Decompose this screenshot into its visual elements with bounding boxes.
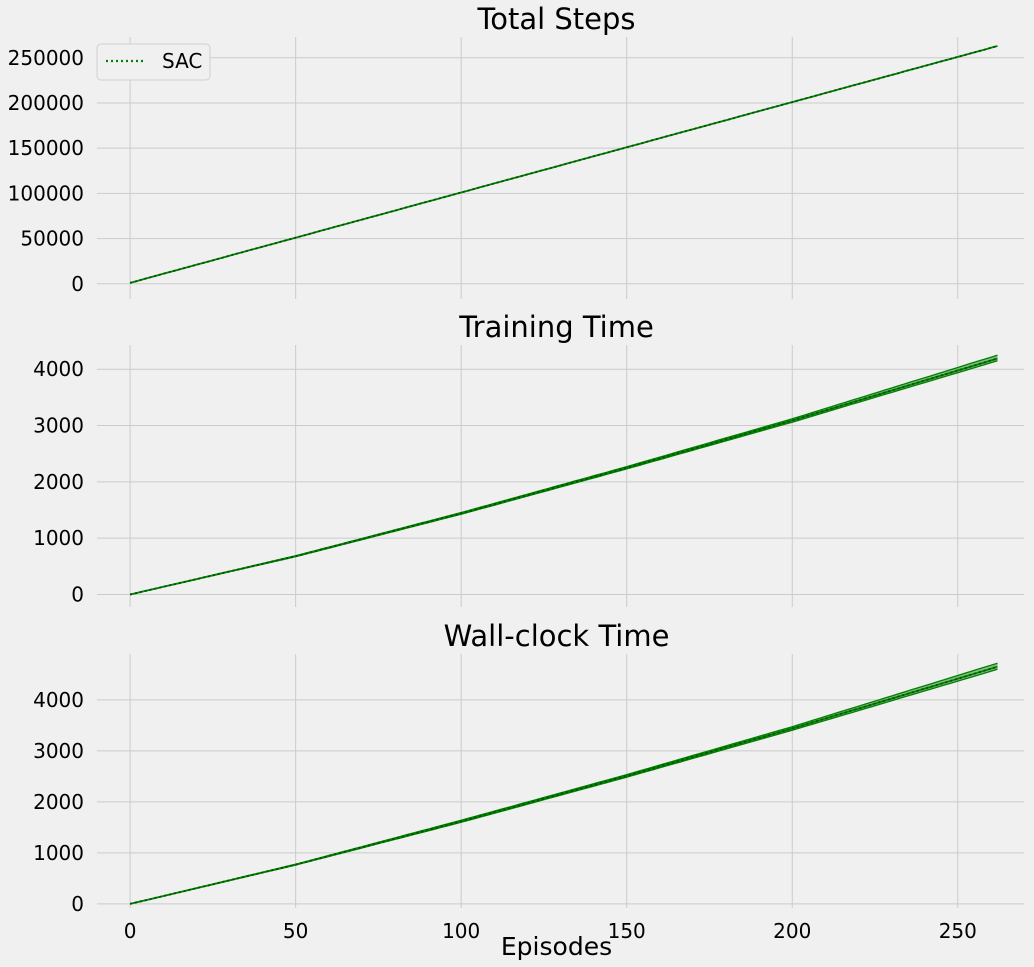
y-tick-label: 150000 — [8, 136, 84, 160]
series-line-solid — [129, 45, 998, 284]
x-tick-label: 0 — [124, 919, 137, 943]
series-line-dotted — [129, 357, 998, 596]
y-tick-label: 200000 — [8, 91, 84, 115]
y-tick-label: 3000 — [33, 739, 84, 763]
chart-title: Training Time — [458, 310, 654, 344]
chart-title: Wall-clock Time — [444, 619, 670, 653]
x-tick-label: 150 — [608, 919, 646, 943]
chart-panel-3: 0 50 100 150 200 250 0 1000 2000 3000 4000 Wall-clo… — [33, 619, 1024, 961]
series-line-dotted — [129, 665, 998, 905]
y-tick-label: 0 — [71, 272, 84, 296]
x-tick-label: 250 — [939, 919, 977, 943]
y-tick-label: 100000 — [8, 181, 84, 205]
x-axis-label: Episodes — [501, 932, 612, 961]
series-band — [130, 663, 998, 904]
x-tick-label: 100 — [442, 919, 480, 943]
series-line-solid — [129, 665, 998, 905]
x-tick-label: 200 — [773, 919, 811, 943]
y-tick-label: 3000 — [33, 414, 84, 438]
y-tick-label: 4000 — [33, 688, 84, 712]
legend: SAC — [96, 43, 211, 81]
chart-panel-1: 0 50000 100000 150000 200000 250000 Total Step… — [8, 2, 1024, 299]
legend-label: SAC — [162, 49, 202, 73]
y-tick-label: 1000 — [33, 841, 84, 865]
y-tick-label: 1000 — [33, 526, 84, 550]
chart-title: Total Steps — [476, 2, 635, 36]
y-tick-label: 0 — [71, 892, 84, 916]
series-band-upper-line — [129, 354, 998, 596]
y-tick-label: 250000 — [8, 46, 84, 70]
y-tick-label: 2000 — [33, 470, 84, 494]
y-tick-label: 50000 — [20, 227, 84, 251]
y-tick-label: 2000 — [33, 790, 84, 814]
legend-box — [96, 43, 211, 81]
y-tick-label: 0 — [71, 582, 84, 606]
x-tick-label: 50 — [283, 919, 308, 943]
series-band-upper-line — [129, 662, 998, 905]
series-band — [130, 355, 998, 595]
y-tick-label: 4000 — [33, 357, 84, 381]
chart-panel-2: 0 1000 2000 3000 4000 Training Time — [33, 310, 1024, 607]
series-line-solid — [129, 357, 998, 596]
